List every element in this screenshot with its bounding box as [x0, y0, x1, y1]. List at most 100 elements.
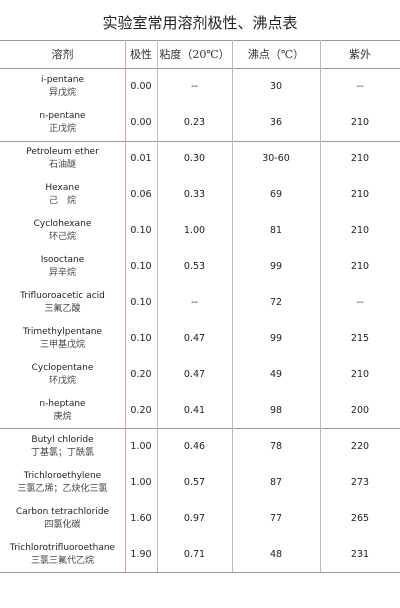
cell-value: 0.10 [130, 225, 152, 236]
column-rule [232, 40, 233, 572]
cell-value: 0.47 [183, 369, 206, 380]
cell-value: 0.01 [130, 153, 152, 164]
solvent-name-zh: 环戊烷 [48, 376, 76, 386]
cell-value: 0.10 [130, 261, 152, 272]
column-header: 沸点（℃） [247, 48, 305, 61]
cell-value: 210 [350, 369, 370, 380]
cell-value: 0.41 [183, 405, 206, 416]
solvent-name: Butyl chloride [31, 435, 94, 445]
solvent-name-zh: 石油醚 [48, 160, 76, 170]
cell-value: 0.10 [130, 333, 152, 344]
column-header: 粘度（20℃） [159, 48, 230, 61]
rule [0, 428, 400, 429]
cell-value: 231 [350, 549, 370, 560]
solvent-name-zh: 环己烷 [48, 232, 76, 242]
cell-value: 210 [350, 189, 370, 200]
column-header: 极性 [130, 48, 152, 61]
cell-value: 0.20 [130, 369, 152, 380]
cell-value: -- [356, 297, 364, 308]
cell-value: 81 [269, 225, 283, 236]
cell-value: 48 [269, 549, 283, 560]
solvent-name-zh: 异戊烷 [48, 88, 76, 98]
cell-value: 0.30 [183, 153, 206, 164]
column-rule [125, 40, 126, 572]
solvent-name-zh: 庚烷 [53, 412, 72, 422]
rule [0, 68, 400, 69]
solvent-name: Cyclopentane [31, 363, 94, 373]
cell-value: 0.47 [183, 333, 206, 344]
cell-value: 99 [269, 261, 283, 272]
cell-value: 0.06 [130, 189, 152, 200]
cell-value: 210 [350, 153, 370, 164]
column-rule [320, 40, 321, 572]
cell-value: 69 [269, 189, 283, 200]
cell-value: 77 [269, 513, 283, 524]
cell-value: 30-60 [262, 153, 290, 164]
cell-value: 1.00 [130, 477, 152, 488]
column-rule [157, 40, 158, 572]
cell-value: 1.00 [183, 225, 206, 236]
cell-value: 0.23 [183, 117, 206, 128]
solvent-name-zh: 三氯乙烯；乙炔化三氯 [17, 484, 108, 494]
solvent-name-zh: 异辛烷 [48, 268, 76, 278]
solvent-name: Hexane [45, 183, 80, 193]
cell-value: 273 [350, 477, 370, 488]
cell-value: -- [191, 81, 198, 92]
cell-value: 99 [269, 333, 283, 344]
cell-value: 0.00 [130, 117, 152, 128]
cell-value: -- [356, 81, 364, 92]
solvent-name-zh: 四氯化碳 [44, 520, 81, 530]
solvent-name: n-pentane [39, 111, 86, 121]
cell-value: 1.00 [130, 441, 152, 452]
cell-value: 200 [350, 405, 370, 416]
solvent-name: Isooctane [40, 255, 85, 265]
cell-value: 0.33 [183, 189, 206, 200]
cell-value: 49 [269, 369, 283, 380]
solvent-name: Trifluoroacetic acid [20, 291, 105, 301]
cell-value: 0.10 [130, 297, 152, 308]
cell-value: 0.53 [183, 261, 206, 272]
column-header: 溶剂 [51, 48, 74, 61]
cell-value: 265 [350, 513, 370, 524]
cell-value: 0.20 [130, 405, 152, 416]
cell-value: 210 [350, 261, 370, 272]
solvent-name: Trichloroethylene [23, 471, 102, 481]
rule [0, 141, 400, 142]
cell-value: 87 [269, 477, 283, 488]
solvent-name-zh: 三氟乙酸 [44, 304, 81, 314]
solvent-name: Cyclohexane [33, 219, 92, 229]
cell-value: 1.60 [130, 513, 152, 524]
solvent-name-zh: 正戊烷 [48, 124, 76, 134]
solvent-name: Petroleum ether [26, 147, 99, 157]
solvent-name: n-heptane [39, 399, 86, 409]
solvent-name: Trichlorotrifluoroethane [9, 543, 116, 553]
cell-value: 1.90 [130, 549, 152, 560]
solvent-name-zh: 三氯三氟代乙烷 [30, 556, 94, 566]
cell-value: 0.97 [183, 513, 206, 524]
cell-value: 210 [350, 117, 370, 128]
cell-value: 210 [350, 225, 370, 236]
cell-value: 215 [350, 333, 370, 344]
cell-value: 0.57 [183, 477, 206, 488]
rule [0, 40, 400, 41]
solvent-name: Carbon tetrachloride [15, 507, 110, 517]
cell-value: 0.00 [130, 81, 152, 92]
solvent-name: Trimethylpentane [23, 327, 102, 337]
solvent-name-zh: 三甲基戊烷 [39, 340, 85, 350]
cell-value: 36 [269, 117, 283, 128]
solvent-name: i-pentane [41, 75, 84, 85]
cell-value: 78 [269, 441, 283, 452]
solvent-name-zh: 己 烷 [48, 196, 76, 206]
cell-value: 72 [269, 297, 283, 308]
column-header: 紫外 [349, 48, 371, 61]
cell-value: -- [191, 297, 198, 308]
solvent-name-zh: 丁基氯；丁酰氯 [30, 448, 94, 458]
rule [0, 572, 400, 573]
document-title: 实验室常用溶剂极性、沸点表 [102, 14, 298, 32]
cell-value: 0.71 [183, 549, 206, 560]
cell-value: 98 [269, 405, 283, 416]
cell-value: 220 [350, 441, 370, 452]
cell-value: 30 [269, 81, 283, 92]
cell-value: 0.46 [183, 441, 206, 452]
